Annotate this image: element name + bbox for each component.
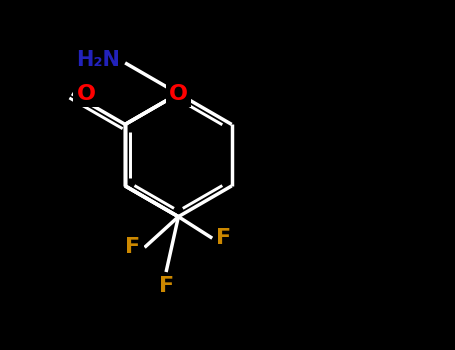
Text: F: F	[158, 276, 174, 296]
Text: H₂N: H₂N	[76, 50, 120, 70]
Text: O: O	[169, 84, 188, 104]
Text: O: O	[77, 84, 96, 104]
Text: F: F	[216, 228, 231, 248]
Text: F: F	[126, 237, 141, 257]
